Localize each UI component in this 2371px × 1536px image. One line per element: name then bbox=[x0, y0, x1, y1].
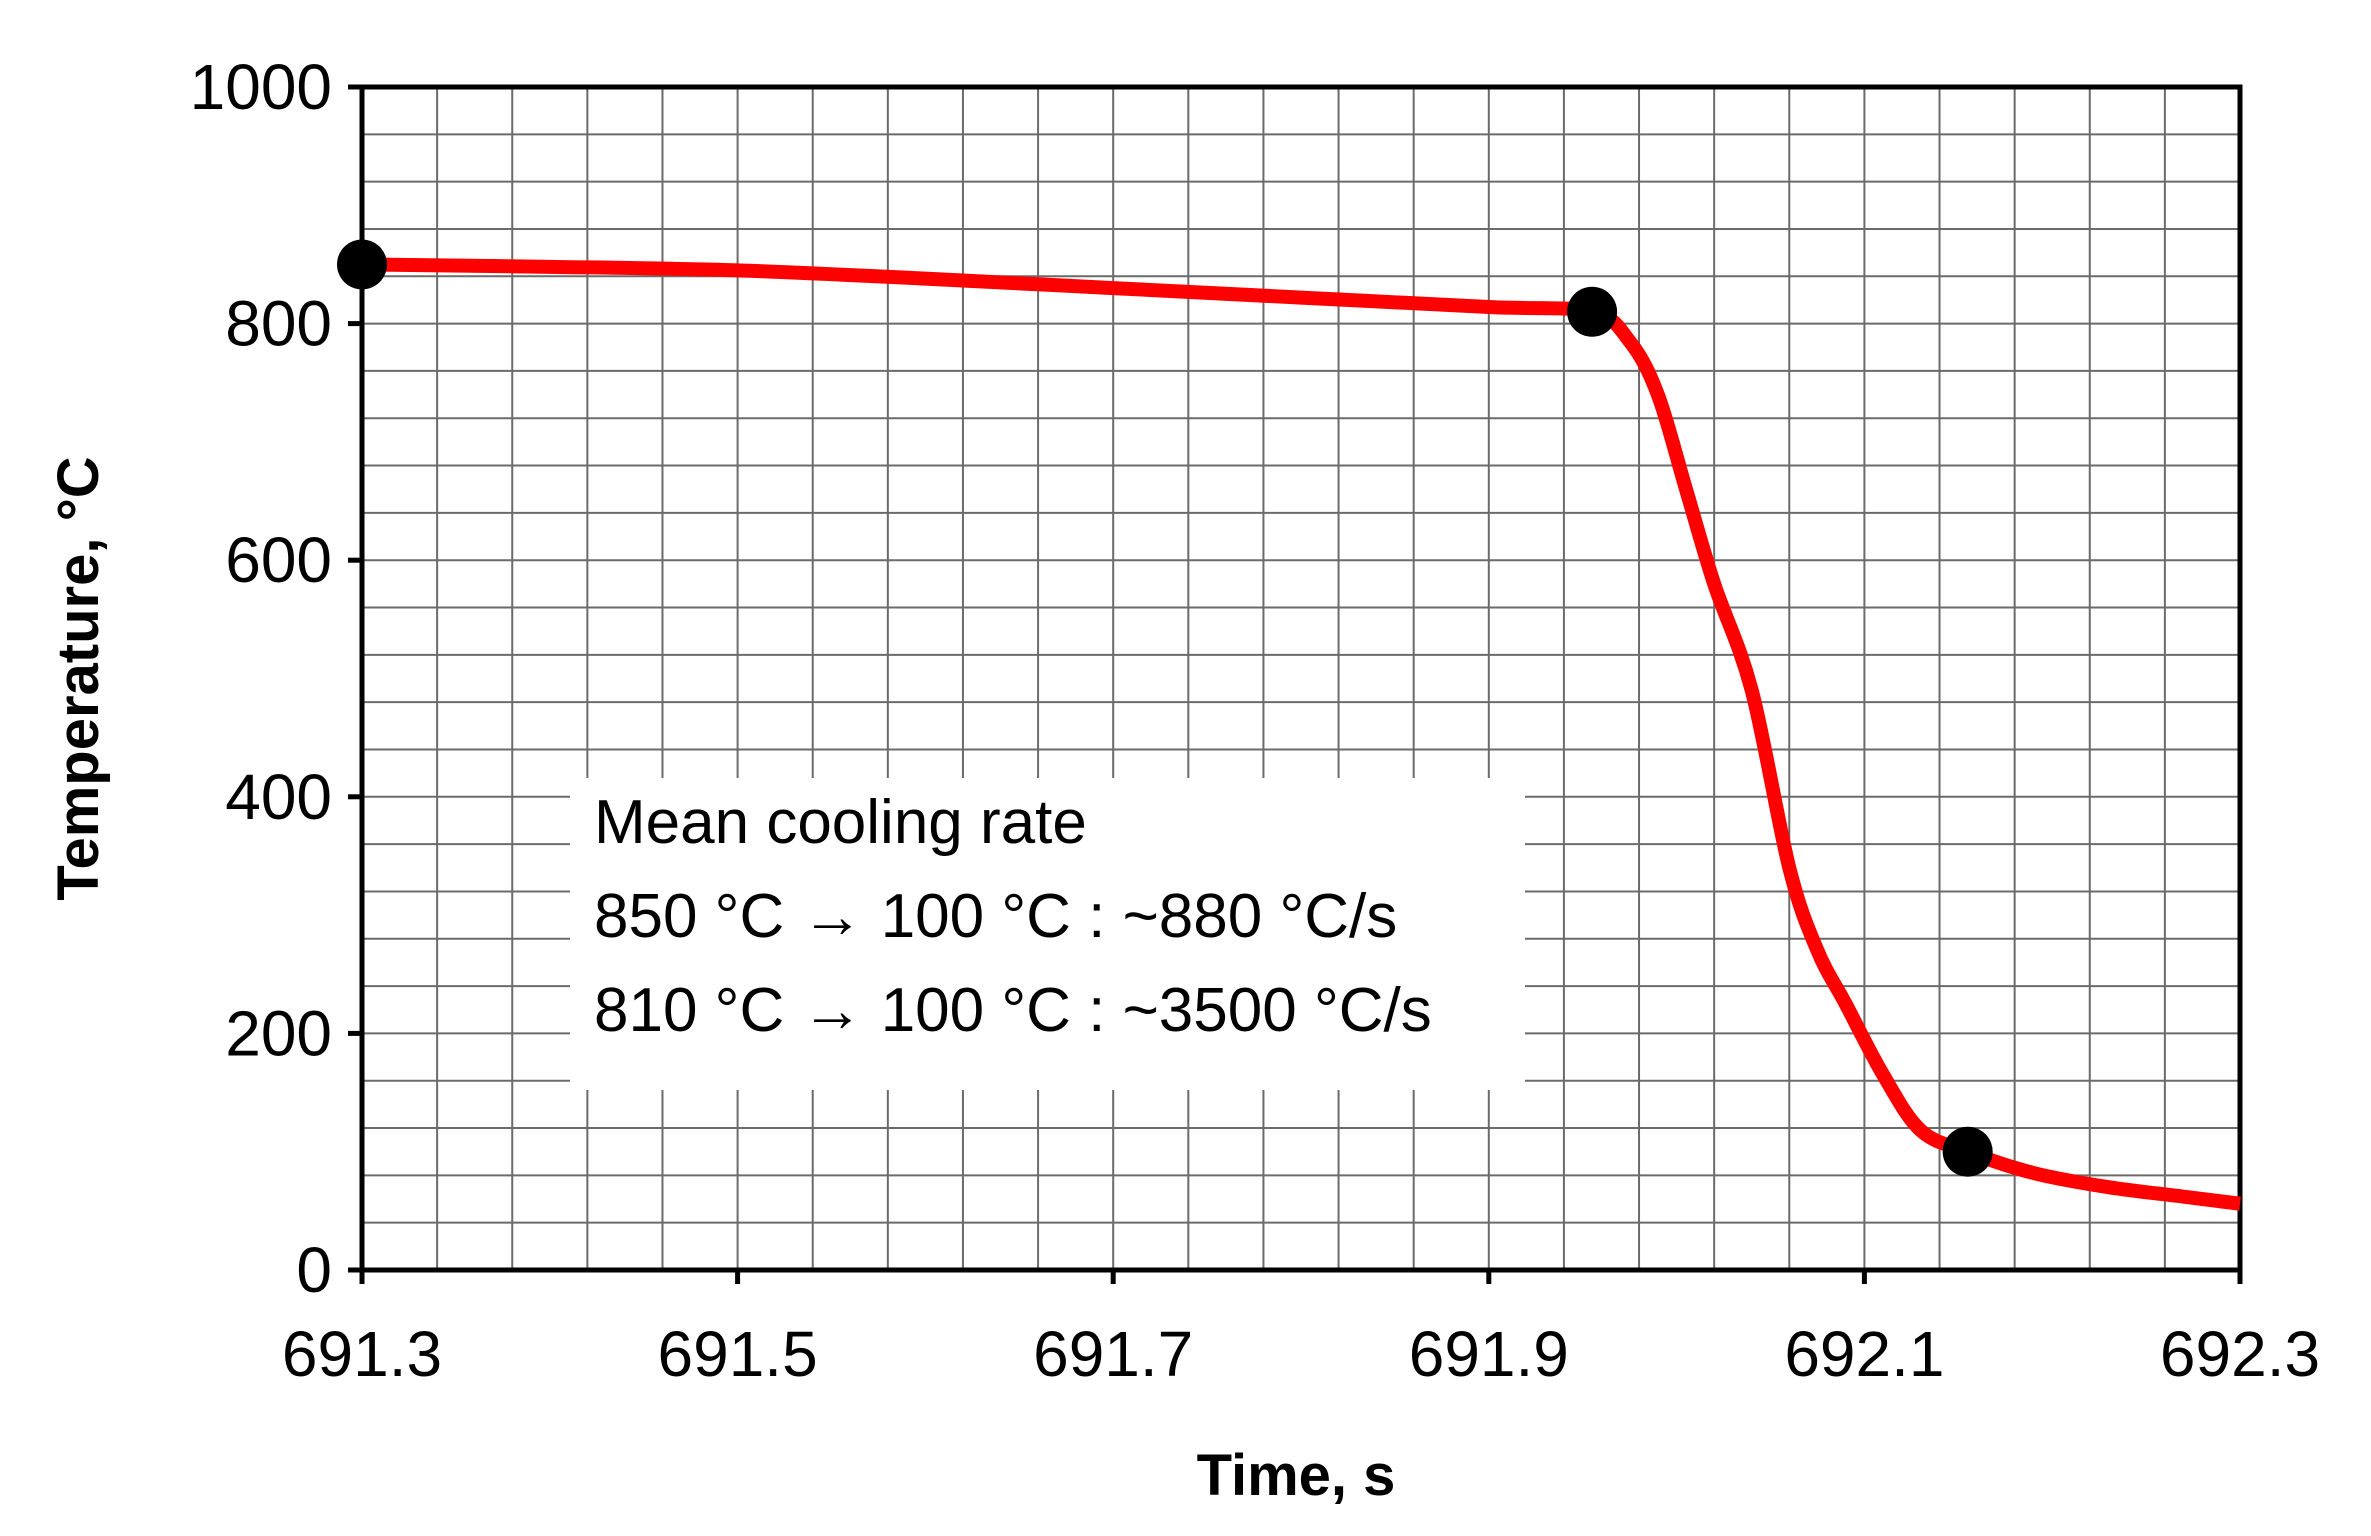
annotation-line-3: 810 °C → 100 °C : ~3500 °C/s bbox=[594, 976, 1432, 1045]
annotation-box: Mean cooling rate 850 °C → 100 °C : ~880… bbox=[570, 778, 1525, 1090]
x-tick-label: 692.3 bbox=[2160, 1318, 2320, 1390]
data-point-marker bbox=[1942, 1126, 1993, 1177]
y-axis-title: Temperature, °C bbox=[46, 456, 111, 900]
annotation-background bbox=[570, 778, 1525, 1090]
data-point-marker bbox=[1567, 286, 1618, 337]
annotation-line-1: Mean cooling rate bbox=[594, 788, 1087, 857]
x-tick-label: 692.1 bbox=[1784, 1318, 1944, 1390]
x-axis-title: Time, s bbox=[1197, 1443, 1396, 1508]
data-point-marker bbox=[337, 239, 387, 290]
x-tick-label: 691.7 bbox=[1033, 1318, 1193, 1390]
annotation-line-2: 850 °C → 100 °C : ~880 °C/s bbox=[594, 882, 1397, 951]
x-tick-label: 691.3 bbox=[282, 1318, 442, 1390]
markers bbox=[337, 239, 1993, 1177]
y-tick-label: 400 bbox=[225, 761, 332, 833]
y-tick-label: 600 bbox=[225, 524, 332, 596]
y-tick-label: 0 bbox=[296, 1234, 332, 1306]
plot-frame bbox=[359, 84, 2243, 1273]
y-tick-label: 1000 bbox=[190, 51, 332, 123]
tick-labels: 691.3 691.5 691.7 691.9 692.1 692.3 0 200 400 600… bbox=[190, 51, 2320, 1390]
y-tick-label: 200 bbox=[225, 997, 332, 1069]
x-tick-label: 691.5 bbox=[658, 1318, 818, 1390]
y-tick-label: 800 bbox=[225, 288, 332, 360]
axes bbox=[348, 84, 2243, 1284]
x-tick-label: 691.9 bbox=[1409, 1318, 1569, 1390]
